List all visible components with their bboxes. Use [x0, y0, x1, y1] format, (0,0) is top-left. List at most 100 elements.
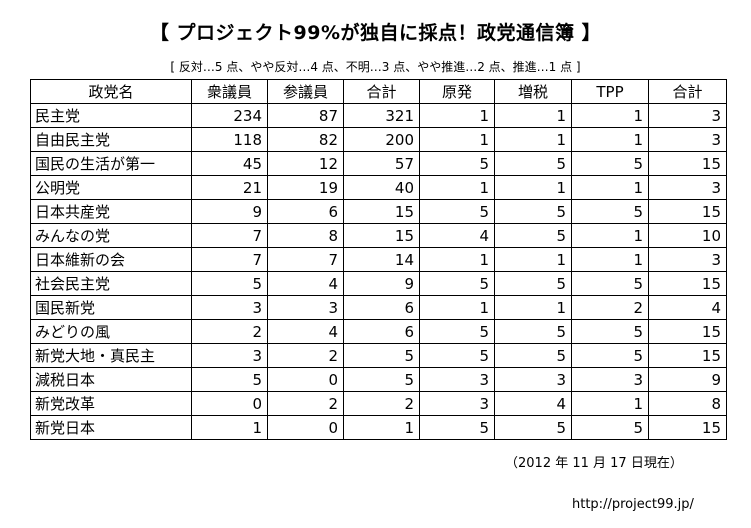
cell-seats-total: 6 — [343, 319, 420, 344]
cell-score-total: 15 — [648, 271, 727, 296]
cell-seats-total: 5 — [343, 343, 420, 368]
cell-upper-house: 4 — [267, 319, 344, 344]
cell-seats-total: 15 — [343, 223, 420, 248]
table-row: 国民の生活が第一 45 12 57 5 5 5 15 — [30, 151, 727, 176]
header-upper-house: 参議員 — [267, 79, 344, 104]
cell-party-name: 日本維新の会 — [30, 247, 192, 272]
cell-tax-score: 1 — [494, 103, 572, 128]
cell-party-name: 民主党 — [30, 103, 192, 128]
cell-nuclear-score: 5 — [419, 271, 495, 296]
cell-upper-house: 7 — [267, 247, 344, 272]
cell-lower-house: 1 — [191, 415, 268, 440]
cell-upper-house: 4 — [267, 271, 344, 296]
cell-nuclear-score: 5 — [419, 343, 495, 368]
cell-tax-score: 3 — [494, 367, 572, 392]
cell-seats-total: 1 — [343, 415, 420, 440]
cell-seats-total: 200 — [343, 127, 420, 152]
party-scores-table: 政党名 衆議員 参議員 合計 原発 増税 TPP 合計 民主党 234 87 321 1… — [30, 79, 727, 440]
cell-score-total: 15 — [648, 415, 727, 440]
cell-seats-total: 2 — [343, 391, 420, 416]
cell-lower-house: 45 — [191, 151, 268, 176]
cell-nuclear-score: 4 — [419, 223, 495, 248]
cell-party-name: 国民の生活が第一 — [30, 151, 192, 176]
cell-upper-house: 19 — [267, 175, 344, 200]
cell-tax-score: 1 — [494, 175, 572, 200]
cell-party-name: 減税日本 — [30, 367, 192, 392]
cell-seats-total: 5 — [343, 367, 420, 392]
cell-upper-house: 2 — [267, 343, 344, 368]
header-party-name: 政党名 — [30, 79, 192, 104]
cell-tax-score: 5 — [494, 271, 572, 296]
cell-upper-house: 6 — [267, 199, 344, 224]
cell-score-total: 3 — [648, 103, 727, 128]
cell-nuclear-score: 1 — [419, 175, 495, 200]
table-row: 社会民主党 5 4 9 5 5 5 15 — [30, 271, 727, 296]
table-row: 減税日本 5 0 5 3 3 3 9 — [30, 367, 727, 392]
cell-tax-score: 5 — [494, 223, 572, 248]
cell-lower-house: 7 — [191, 223, 268, 248]
cell-tax-score: 5 — [494, 343, 572, 368]
cell-seats-total: 321 — [343, 103, 420, 128]
table-row: 新党改革 0 2 2 3 4 1 8 — [30, 391, 727, 416]
cell-score-total: 8 — [648, 391, 727, 416]
cell-tpp-score: 1 — [571, 103, 649, 128]
table-row: みどりの風 2 4 6 5 5 5 15 — [30, 319, 727, 344]
table-row: 国民新党 3 3 6 1 1 2 4 — [30, 295, 727, 320]
header-nuclear: 原発 — [419, 79, 495, 104]
cell-party-name: 新党改革 — [30, 391, 192, 416]
cell-party-name: 国民新党 — [30, 295, 192, 320]
cell-tax-score: 5 — [494, 319, 572, 344]
cell-upper-house: 3 — [267, 295, 344, 320]
cell-tpp-score: 2 — [571, 295, 649, 320]
header-tax-increase: 増税 — [494, 79, 572, 104]
cell-party-name: みどりの風 — [30, 319, 192, 344]
cell-nuclear-score: 1 — [419, 247, 495, 272]
table-row: 自由民主党 118 82 200 1 1 1 3 — [30, 127, 727, 152]
cell-nuclear-score: 1 — [419, 295, 495, 320]
cell-nuclear-score: 5 — [419, 415, 495, 440]
table-row: 日本維新の会 7 7 14 1 1 1 3 — [30, 247, 727, 272]
table-row: 新党大地・真民主 3 2 5 5 5 5 15 — [30, 343, 727, 368]
cell-lower-house: 0 — [191, 391, 268, 416]
cell-seats-total: 9 — [343, 271, 420, 296]
cell-nuclear-score: 5 — [419, 199, 495, 224]
cell-score-total: 15 — [648, 151, 727, 176]
cell-lower-house: 5 — [191, 367, 268, 392]
cell-score-total: 15 — [648, 199, 727, 224]
cell-party-name: 新党日本 — [30, 415, 192, 440]
cell-score-total: 3 — [648, 247, 727, 272]
table-header-row: 政党名 衆議員 参議員 合計 原発 増税 TPP 合計 — [30, 79, 727, 104]
cell-lower-house: 2 — [191, 319, 268, 344]
cell-nuclear-score: 3 — [419, 367, 495, 392]
cell-tpp-score: 1 — [571, 391, 649, 416]
table-row: 民主党 234 87 321 1 1 1 3 — [30, 103, 727, 128]
cell-lower-house: 7 — [191, 247, 268, 272]
cell-upper-house: 82 — [267, 127, 344, 152]
cell-nuclear-score: 1 — [419, 127, 495, 152]
cell-party-name: 日本共産党 — [30, 199, 192, 224]
document-title: 【 プロジェクト99%が独自に採点！政党通信簿 】 — [149, 22, 602, 44]
cell-tpp-score: 1 — [571, 223, 649, 248]
cell-party-name: 新党大地・真民主 — [30, 343, 192, 368]
cell-nuclear-score: 5 — [419, 151, 495, 176]
cell-lower-house: 5 — [191, 271, 268, 296]
cell-nuclear-score: 1 — [419, 103, 495, 128]
cell-lower-house: 9 — [191, 199, 268, 224]
cell-tpp-score: 5 — [571, 415, 649, 440]
table-row: みんなの党 7 8 15 4 5 1 10 — [30, 223, 727, 248]
cell-score-total: 9 — [648, 367, 727, 392]
cell-tax-score: 5 — [494, 151, 572, 176]
cell-seats-total: 57 — [343, 151, 420, 176]
cell-party-name: 公明党 — [30, 175, 192, 200]
cell-nuclear-score: 3 — [419, 391, 495, 416]
cell-seats-total: 15 — [343, 199, 420, 224]
cell-tpp-score: 1 — [571, 127, 649, 152]
cell-upper-house: 2 — [267, 391, 344, 416]
scoring-legend: [ 反対…5 点、やや反対…4 点、不明…3 点、やや推進…2 点、推進…1 点… — [170, 60, 581, 74]
header-lower-house: 衆議員 — [191, 79, 268, 104]
cell-lower-house: 3 — [191, 343, 268, 368]
header-seats-total: 合計 — [343, 79, 420, 104]
cell-tax-score: 5 — [494, 199, 572, 224]
cell-party-name: 自由民主党 — [30, 127, 192, 152]
cell-score-total: 3 — [648, 175, 727, 200]
